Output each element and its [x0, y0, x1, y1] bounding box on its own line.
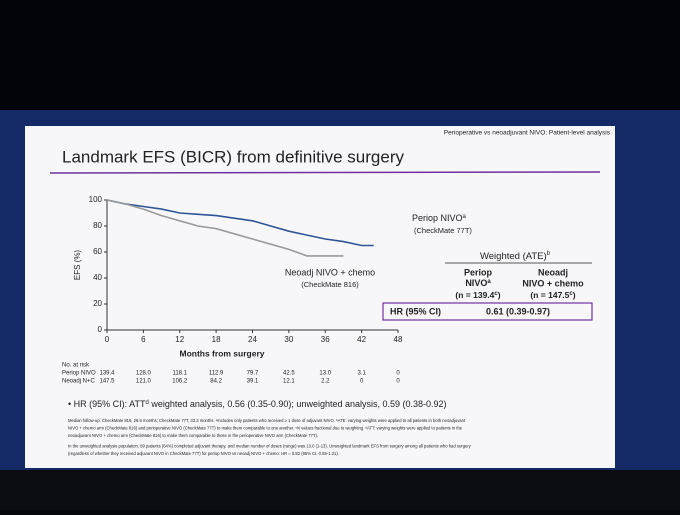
slide-title: Landmark EFS (BICR) from definitive surg…: [62, 147, 404, 166]
y-tick-label: 40: [93, 273, 102, 282]
footnote: Median follow-up: CheckMate 816, 29.5 mo…: [68, 418, 466, 423]
y-tick-label: 0: [98, 325, 103, 334]
risk-heading: No. at risk: [62, 363, 90, 369]
col-heading: Periop: [464, 267, 493, 277]
risk-count: 118.1: [172, 371, 187, 377]
col-n: (n = 147.5c): [530, 290, 575, 300]
hr-box: [382, 302, 593, 321]
risk-count: 147.5: [99, 379, 115, 385]
hr-label: HR (95% CI): [390, 306, 441, 316]
risk-count: 0: [360, 379, 364, 385]
risk-count: 84.2: [210, 379, 222, 385]
bullet: • HR (95% CI): ATTd weighted analysis, 0…: [68, 399, 447, 409]
col-heading: NIVOa: [465, 278, 491, 288]
risk-count: 128.0: [136, 371, 152, 377]
risk-count: 112.9: [209, 371, 224, 377]
col-heading: NIVO + chemo: [522, 278, 584, 288]
y-axis-label: EFS (%): [73, 250, 82, 281]
y-tick-label: 100: [89, 195, 103, 204]
backdrop: [0, 0, 680, 110]
risk-count: 12.1: [283, 379, 295, 385]
x-tick-label: 48: [394, 335, 403, 344]
legend-label: Periop NIVOa: [412, 213, 467, 223]
risk-count: 0: [396, 379, 400, 385]
risk-count: 2.2: [321, 379, 330, 385]
col-n: (n = 139.4c): [455, 290, 500, 300]
x-tick-label: 42: [357, 335, 366, 344]
hr-value: 0.61 (0.39-0.97): [486, 306, 550, 316]
footnote: In the unweighted analysis population, 8…: [68, 444, 472, 449]
x-tick-label: 24: [248, 335, 257, 344]
risk-count: 0: [396, 371, 400, 377]
risk-row-label: Periop NIVO: [62, 371, 96, 377]
x-tick-label: 6: [141, 335, 146, 344]
footnote: neoadjuvant NIVO + chemo arm (CheckMate …: [68, 433, 318, 438]
x-tick-label: 18: [212, 335, 221, 344]
footnote: NIVO + chemo arm (CheckMate 816) and per…: [68, 426, 463, 431]
legend-sublabel: (CheckMate 816): [301, 280, 359, 289]
y-tick-label: 80: [93, 221, 102, 230]
risk-count: 3.1: [357, 371, 366, 377]
risk-row-label: Neoadj N+C: [62, 379, 96, 385]
legend-sublabel: (CheckMate 77T): [414, 226, 472, 235]
risk-count: 42.5: [283, 371, 295, 377]
x-axis-label: Months from surgery: [179, 348, 264, 358]
y-tick-label: 20: [93, 299, 102, 308]
legend-label: Neoadj NIVO + chemo: [285, 267, 375, 277]
col-heading: Neoadj: [538, 267, 568, 277]
risk-count: 39.1: [247, 379, 259, 385]
y-tick-label: 60: [93, 247, 102, 256]
km-curve: [106, 199, 344, 257]
weighted-heading: Weighted (ATE)b: [480, 251, 551, 262]
x-tick-label: 30: [284, 335, 293, 344]
risk-count: 121.0: [136, 379, 152, 385]
slide: [25, 126, 615, 468]
risk-count: 139.4: [99, 371, 115, 377]
km-curve: [106, 199, 374, 247]
risk-count: 13.0: [319, 371, 331, 377]
floor: [0, 470, 680, 510]
slide-header: Perioperative vs neoadjuvant NIVO: Patie…: [444, 130, 611, 137]
footnote: (regardless of whether they received adj…: [68, 451, 339, 456]
x-tick-label: 36: [321, 335, 330, 344]
risk-count: 106.2: [172, 379, 188, 385]
title-rule: [49, 171, 601, 174]
x-tick-label: 12: [175, 335, 184, 344]
x-tick-label: 0: [105, 335, 110, 344]
risk-count: 79.7: [247, 371, 259, 377]
